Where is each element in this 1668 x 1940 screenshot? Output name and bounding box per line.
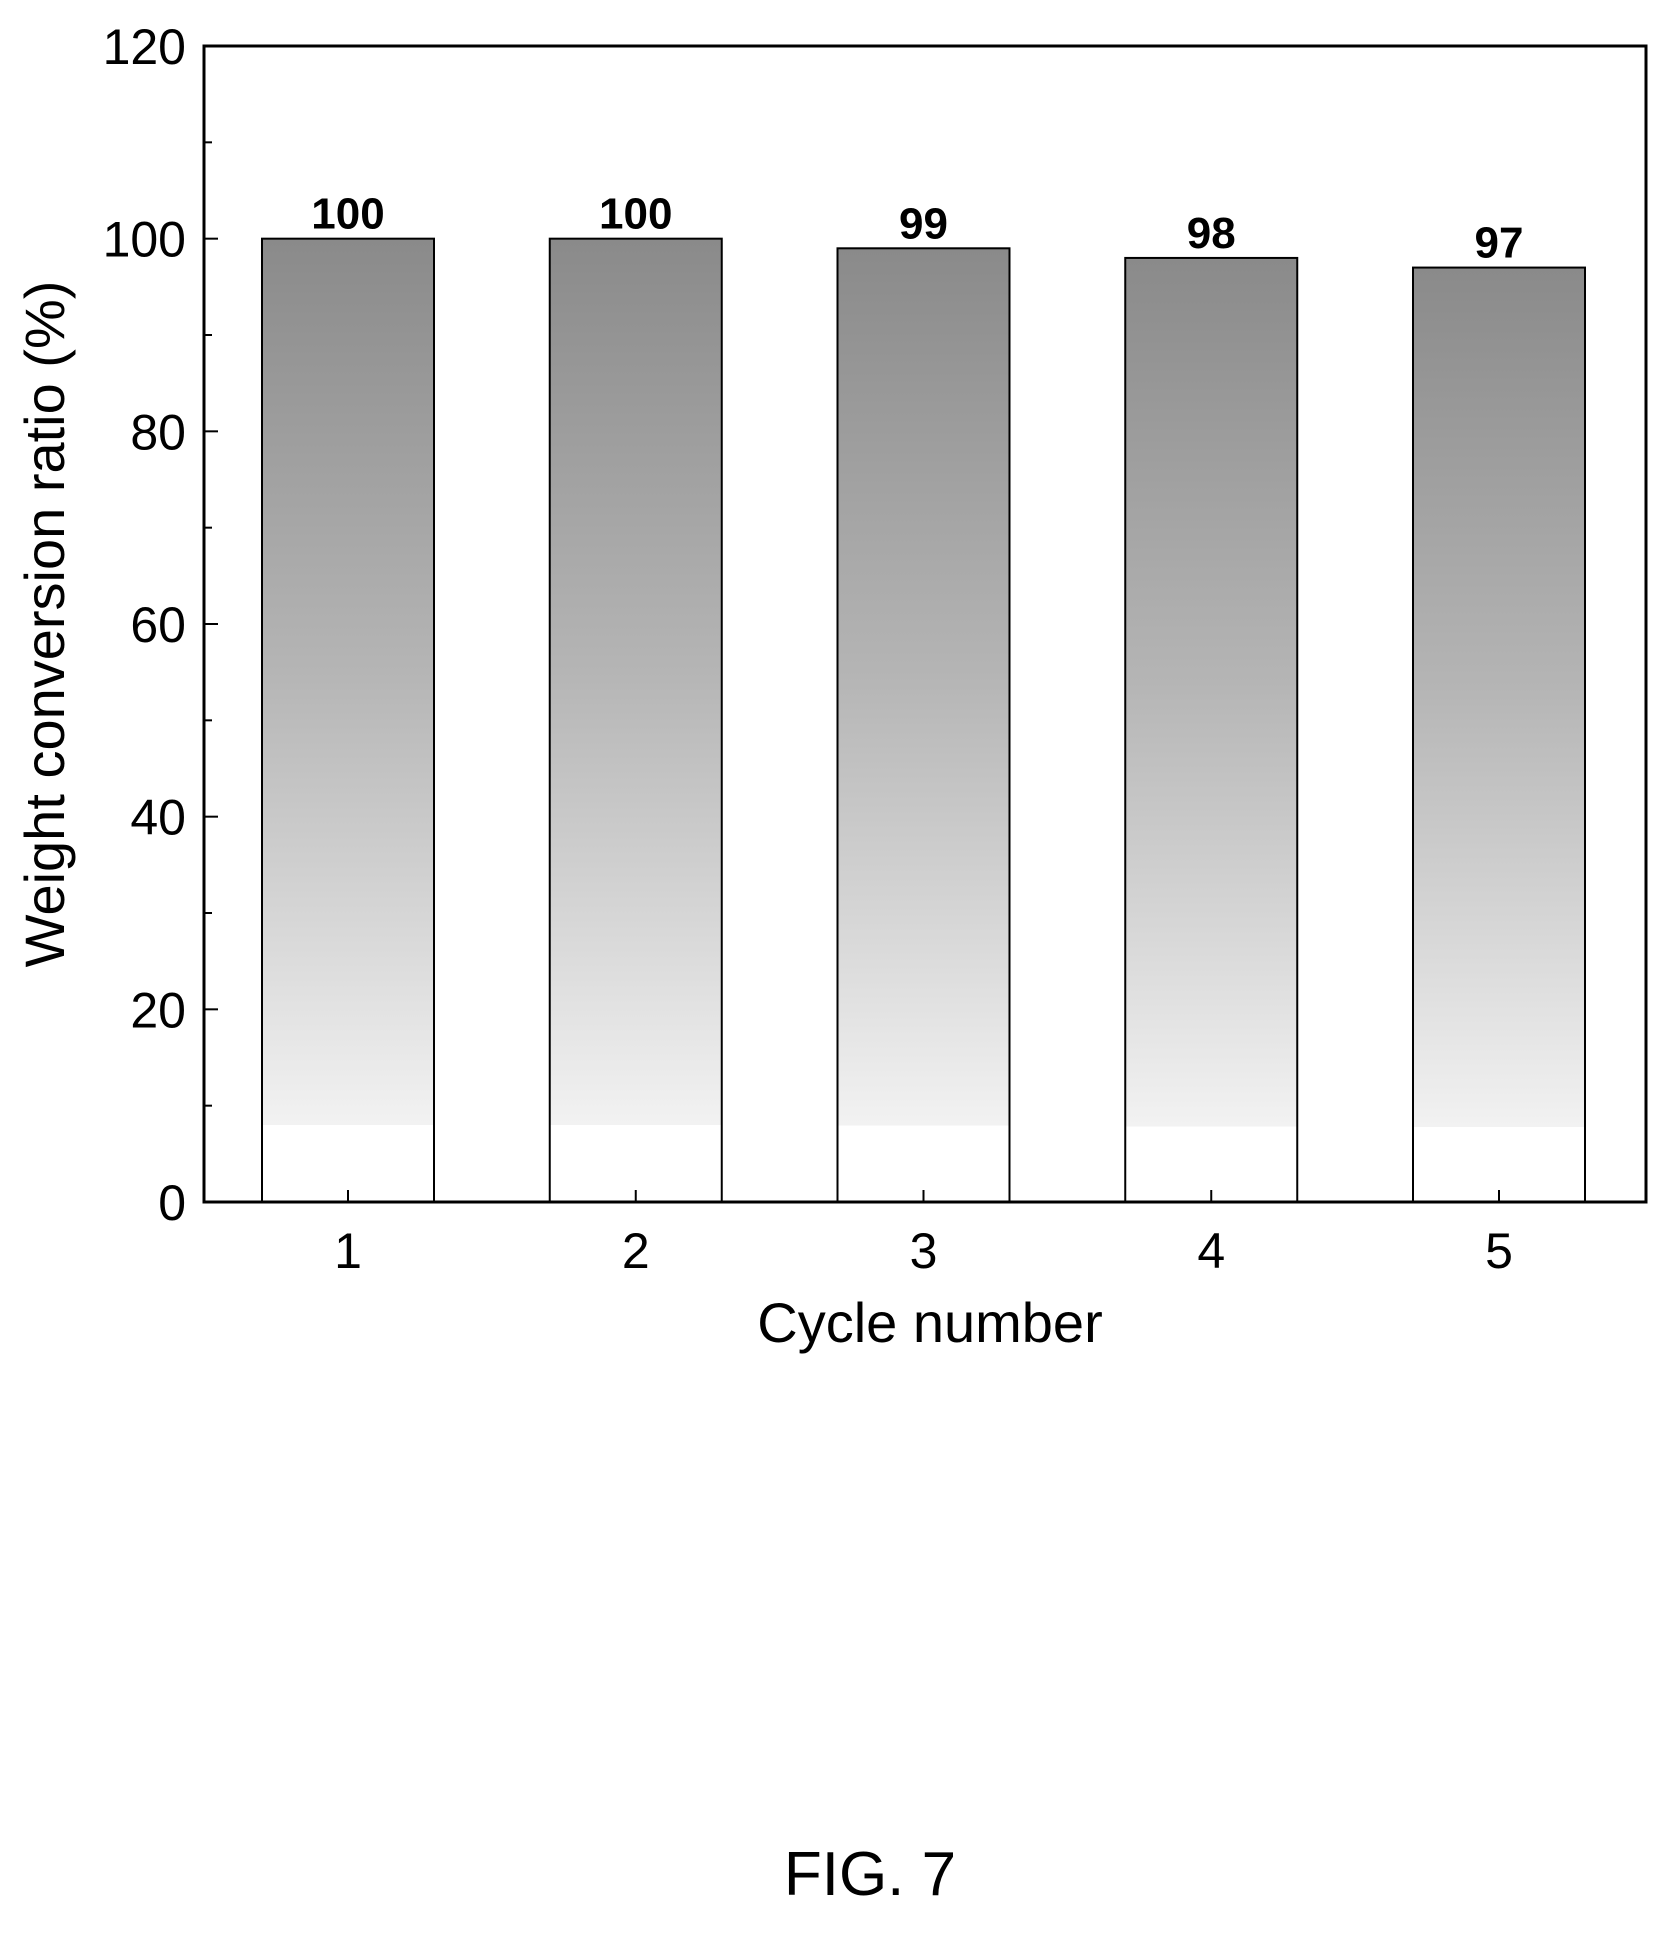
data-label-5: 97 bbox=[1475, 219, 1524, 268]
bar-4 bbox=[1124, 256, 1299, 1203]
data-label-4: 98 bbox=[1187, 209, 1236, 258]
x-tick-label-1: 1 bbox=[334, 1223, 362, 1279]
bar-1 bbox=[261, 237, 435, 1203]
y-tick-label-80: 80 bbox=[130, 404, 186, 460]
x-tick-label-2: 2 bbox=[622, 1223, 650, 1279]
x-tick-label-3: 3 bbox=[910, 1223, 938, 1279]
x-axis-title: Cycle number bbox=[757, 1291, 1102, 1354]
bar-5 bbox=[1412, 266, 1586, 1204]
y-tick-label-20: 20 bbox=[130, 982, 186, 1038]
bar-3 bbox=[836, 247, 1011, 1204]
y-tick-label-120: 120 bbox=[103, 19, 186, 75]
y-tick-label-40: 40 bbox=[130, 790, 186, 846]
x-tick-label-4: 4 bbox=[1197, 1223, 1225, 1279]
bar-2 bbox=[548, 237, 723, 1203]
data-labels-layer: 100 100 99 98 97 bbox=[311, 190, 1523, 268]
data-label-2: 100 bbox=[599, 190, 672, 239]
y-axis: 0 20 40 60 80 100 120 bbox=[103, 19, 218, 1231]
data-label-1: 100 bbox=[311, 190, 384, 239]
y-tick-label-0: 0 bbox=[158, 1175, 186, 1231]
plot-frame bbox=[202, 44, 1648, 1204]
x-axis: 1 2 3 4 5 bbox=[334, 1190, 1513, 1279]
y-tick-label-60: 60 bbox=[130, 597, 186, 653]
x-tick-label-5: 5 bbox=[1485, 1223, 1513, 1279]
data-label-3: 99 bbox=[899, 199, 948, 248]
y-axis-title: Weight conversion ratio (%) bbox=[13, 281, 76, 968]
bars-layer bbox=[261, 237, 1586, 1204]
y-tick-label-100: 100 bbox=[103, 212, 186, 268]
figure-caption: FIG. 7 bbox=[784, 1840, 956, 1909]
